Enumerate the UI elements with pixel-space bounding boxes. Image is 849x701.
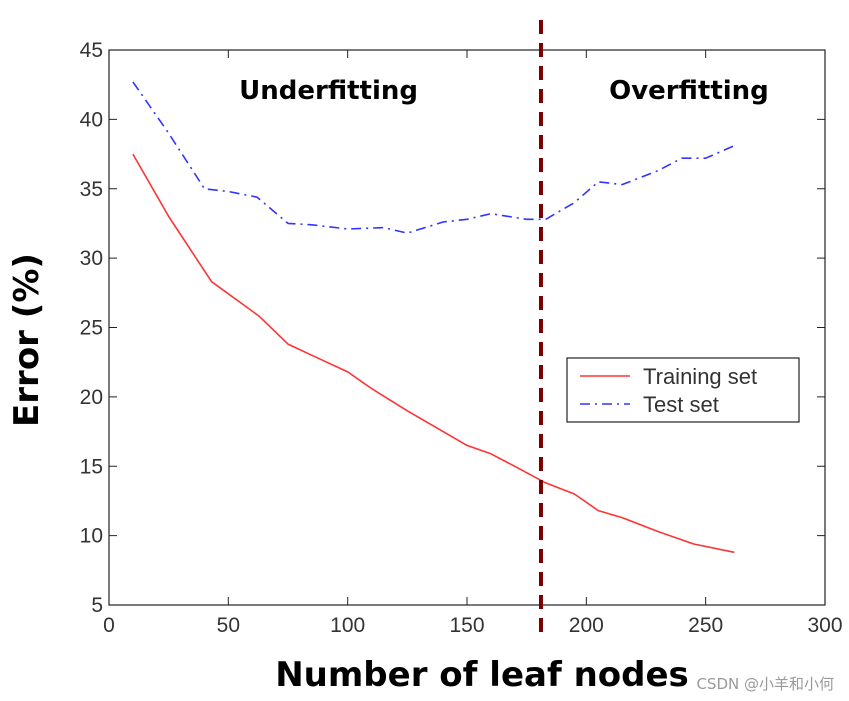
axis-ticks: 5 10 15 20 25 30 35 40 45 0 50 100 150 200 250 300: [80, 39, 843, 637]
legend: Training set Test set: [566, 357, 800, 423]
x-axis-label: Number of leaf nodes: [275, 655, 689, 695]
watermark: CSDN @小羊和小何: [696, 675, 834, 693]
y-axis-label: Error (%): [7, 253, 47, 427]
y-tick-label: 10: [80, 525, 103, 548]
y-tick-label: 35: [80, 178, 103, 201]
series-line-training: [132, 153, 735, 554]
overfitting-label: Overfitting: [609, 76, 769, 106]
legend-label-training: Training set: [643, 364, 757, 389]
x-tick-label: 50: [217, 614, 240, 637]
y-tick-label: 20: [80, 386, 103, 409]
series-layer: [132, 81, 735, 554]
plot-frame: [108, 49, 826, 606]
y-tick-label: 15: [80, 455, 103, 478]
x-tick-label: 200: [569, 614, 604, 637]
y-tick-label: 5: [91, 594, 103, 617]
y-tick-label: 45: [80, 39, 103, 62]
legend-box: [566, 357, 800, 423]
legend-label-test: Test set: [643, 392, 719, 417]
x-tick-label: 250: [688, 614, 723, 637]
y-tick-label: 30: [80, 247, 103, 270]
y-tick-label: 25: [80, 317, 103, 340]
x-tick-label: 0: [103, 614, 115, 637]
underfitting-label: Underfitting: [239, 76, 418, 106]
y-tick-label: 40: [80, 108, 103, 131]
x-tick-label: 100: [330, 614, 365, 637]
x-tick-label: 150: [449, 614, 484, 637]
x-tick-label: 300: [807, 614, 842, 637]
